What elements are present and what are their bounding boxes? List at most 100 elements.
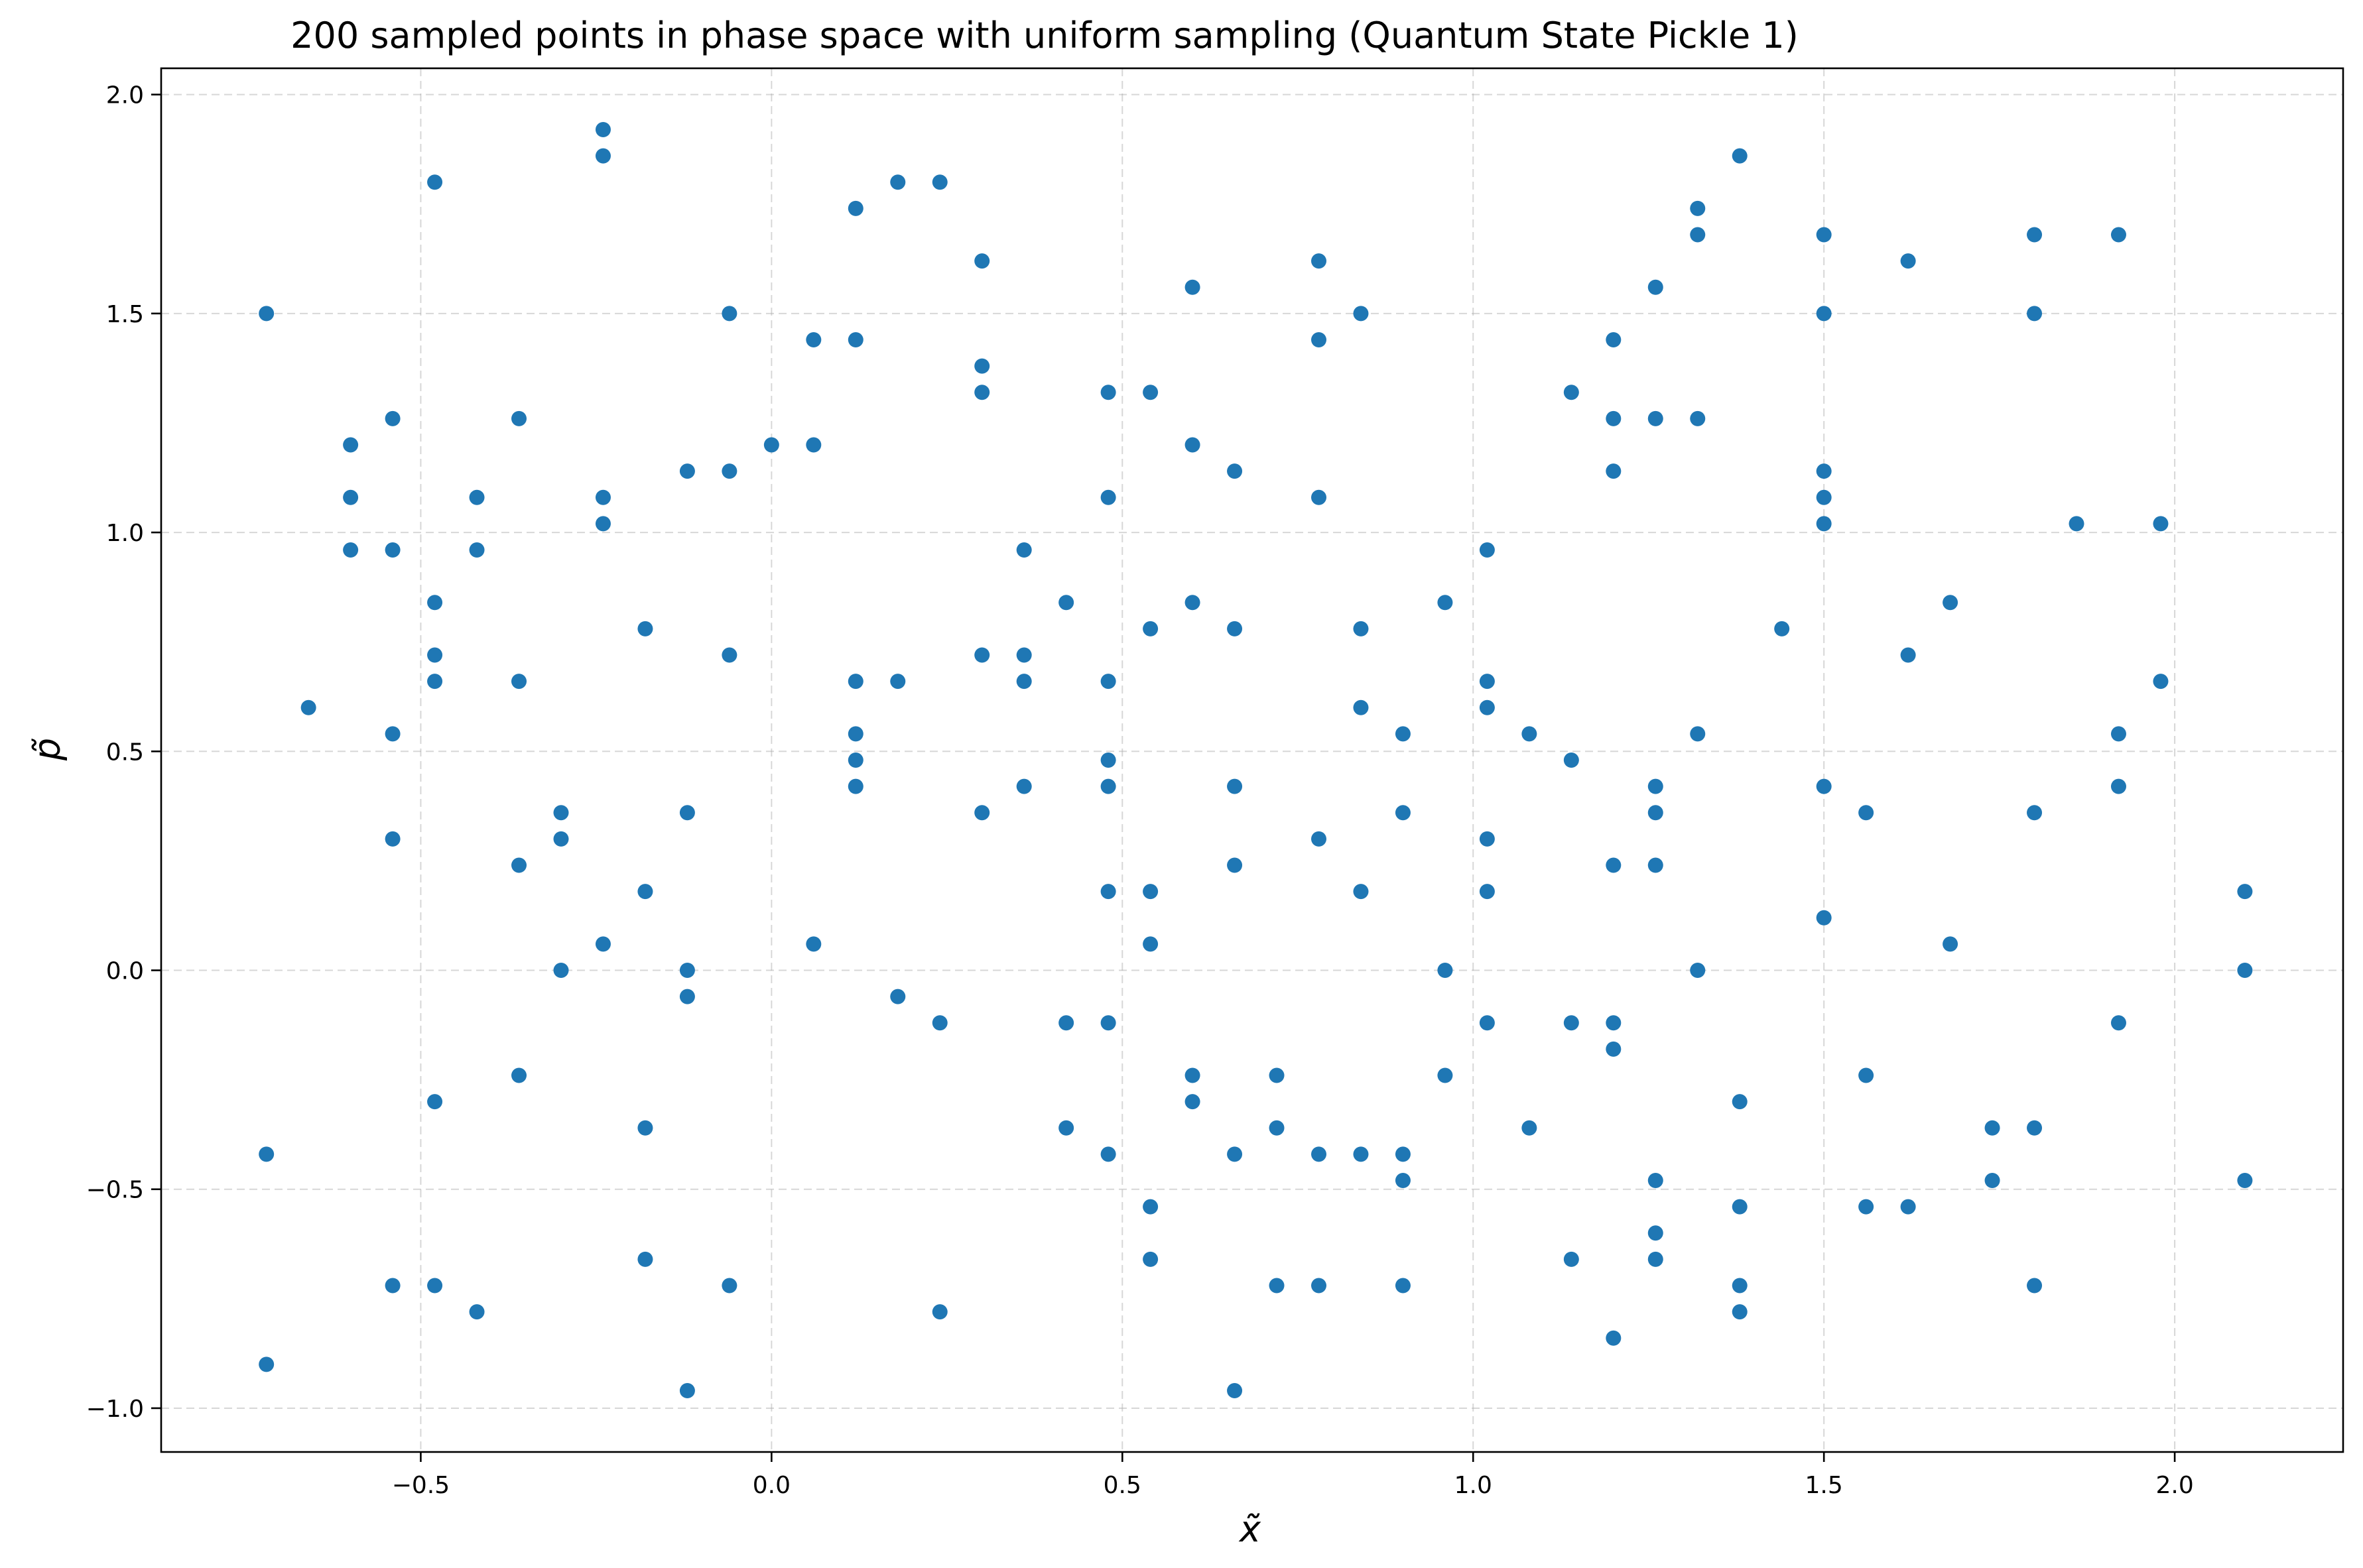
data-point <box>848 332 863 347</box>
y-tick-label: 1.0 <box>106 520 144 547</box>
data-point <box>1943 936 1958 952</box>
data-point <box>1690 200 1706 216</box>
data-point <box>1606 410 1622 426</box>
data-point <box>1143 884 1159 900</box>
data-point <box>1984 1120 2000 1136</box>
data-point <box>1858 1067 1874 1083</box>
data-point <box>1100 674 1116 690</box>
data-point <box>1100 489 1116 505</box>
data-point <box>595 516 611 532</box>
y-tick-label: 2.0 <box>106 82 144 109</box>
data-point <box>1816 516 1832 532</box>
data-point <box>2027 805 2043 821</box>
data-point <box>427 174 443 190</box>
data-point <box>385 831 401 847</box>
data-point <box>679 805 695 821</box>
data-point <box>1184 1067 1200 1083</box>
data-points <box>259 121 2253 1399</box>
y-tick-label: 1.5 <box>106 301 144 328</box>
data-point <box>1732 1304 1748 1320</box>
data-point <box>1690 227 1706 243</box>
data-point <box>1395 1278 1411 1294</box>
data-point <box>1100 753 1116 768</box>
data-point <box>385 410 401 426</box>
data-point <box>1606 857 1622 873</box>
data-point <box>1647 1225 1663 1241</box>
data-point <box>1100 884 1116 900</box>
data-point <box>1900 647 1916 663</box>
data-point <box>1647 1173 1663 1189</box>
data-point <box>2153 674 2169 690</box>
data-point <box>553 963 569 979</box>
data-point <box>1353 884 1369 900</box>
data-point <box>1647 805 1663 821</box>
y-tick-label: 0.5 <box>106 739 144 766</box>
data-point <box>1816 227 1832 243</box>
data-point <box>1479 542 1495 558</box>
data-point <box>1227 621 1243 636</box>
data-point <box>1058 1015 1074 1031</box>
data-point <box>1647 279 1663 295</box>
data-point <box>1100 385 1116 400</box>
data-point <box>1732 148 1748 164</box>
data-point <box>1816 910 1832 926</box>
data-point <box>469 1304 485 1320</box>
data-point <box>385 1278 401 1294</box>
y-tick-label: 0.0 <box>106 958 144 985</box>
data-point <box>722 1278 737 1294</box>
x-axis-label: x̃ <box>1238 1508 1261 1550</box>
data-point <box>1647 1251 1663 1267</box>
data-point <box>1100 1146 1116 1162</box>
data-point <box>1269 1278 1285 1294</box>
data-point <box>806 332 822 347</box>
data-point <box>974 358 990 374</box>
data-point <box>1858 1199 1874 1215</box>
data-point <box>932 1304 948 1320</box>
data-point <box>2027 1278 2043 1294</box>
data-point <box>1143 621 1159 636</box>
data-point <box>2027 227 2043 243</box>
data-point <box>848 726 863 742</box>
plot-area-frame <box>160 67 2344 1453</box>
data-point <box>1353 621 1369 636</box>
chart-title: 200 sampled points in phase space with u… <box>290 15 1799 56</box>
data-point <box>1227 463 1243 479</box>
data-point <box>806 437 822 453</box>
x-tick-label: 1.5 <box>1805 1472 1843 1499</box>
data-point <box>1479 674 1495 690</box>
data-point <box>1016 542 1032 558</box>
data-point <box>1437 1067 1453 1083</box>
data-point <box>511 410 527 426</box>
data-point <box>1606 332 1622 347</box>
data-point <box>1774 621 1790 636</box>
data-point <box>343 489 359 505</box>
data-point <box>1227 857 1243 873</box>
data-point <box>1184 437 1200 453</box>
data-point <box>848 200 863 216</box>
data-point <box>1984 1173 2000 1189</box>
data-point <box>1563 385 1579 400</box>
data-point <box>1269 1067 1285 1083</box>
data-point <box>974 253 990 269</box>
data-point <box>2110 227 2126 243</box>
data-point <box>1100 1015 1116 1031</box>
data-point <box>679 963 695 979</box>
grid-lines <box>161 68 2343 1452</box>
data-point <box>1943 595 1958 611</box>
data-point <box>1647 778 1663 794</box>
data-point <box>427 1094 443 1110</box>
data-point <box>1184 595 1200 611</box>
data-point <box>890 674 906 690</box>
data-point <box>679 463 695 479</box>
data-point <box>511 1067 527 1083</box>
data-point <box>259 306 275 322</box>
data-point <box>1647 410 1663 426</box>
data-point <box>1143 1199 1159 1215</box>
data-point <box>1479 699 1495 715</box>
data-point <box>1227 1383 1243 1399</box>
data-point <box>1310 1146 1326 1162</box>
data-point <box>2237 963 2253 979</box>
data-point <box>637 1251 653 1267</box>
data-point <box>595 121 611 137</box>
